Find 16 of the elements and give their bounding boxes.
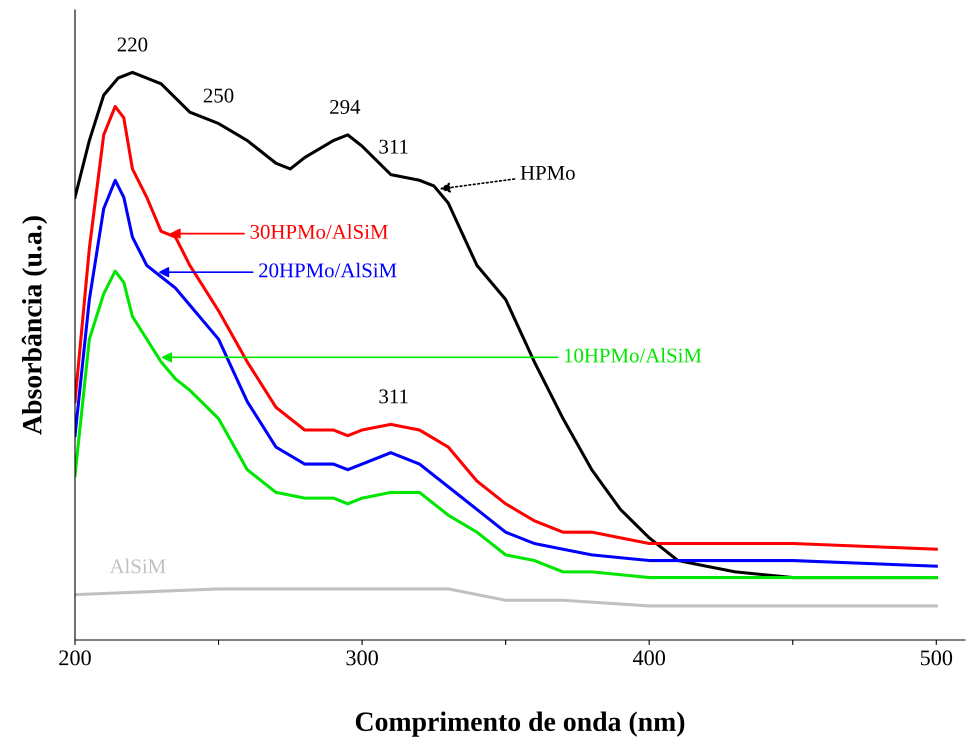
series-label: AlSiM xyxy=(110,558,166,574)
annotation: 220 xyxy=(118,37,148,52)
legend-label: HPMo xyxy=(520,166,575,180)
legend-label: 30HPMo/AlSiM xyxy=(250,224,388,239)
x-tick-label: 500 xyxy=(920,650,952,666)
x-axis-title: Comprimento de onda (nm) xyxy=(356,712,684,737)
x-tick-label: 200 xyxy=(59,650,91,666)
annotation: 250 xyxy=(204,88,234,103)
x-tick-label: 300 xyxy=(346,650,378,666)
text: 10HPMo/AlSiM xyxy=(564,348,702,363)
annotation: 294 xyxy=(330,100,360,114)
x-tick-label: 400 xyxy=(632,650,666,666)
annotation: 311 xyxy=(379,389,408,404)
y-axis-title: Absorbância (u.a.) xyxy=(22,216,48,435)
legend-label: 20HPMo/AlSiM xyxy=(259,262,396,278)
annotation: 311 xyxy=(379,140,408,154)
